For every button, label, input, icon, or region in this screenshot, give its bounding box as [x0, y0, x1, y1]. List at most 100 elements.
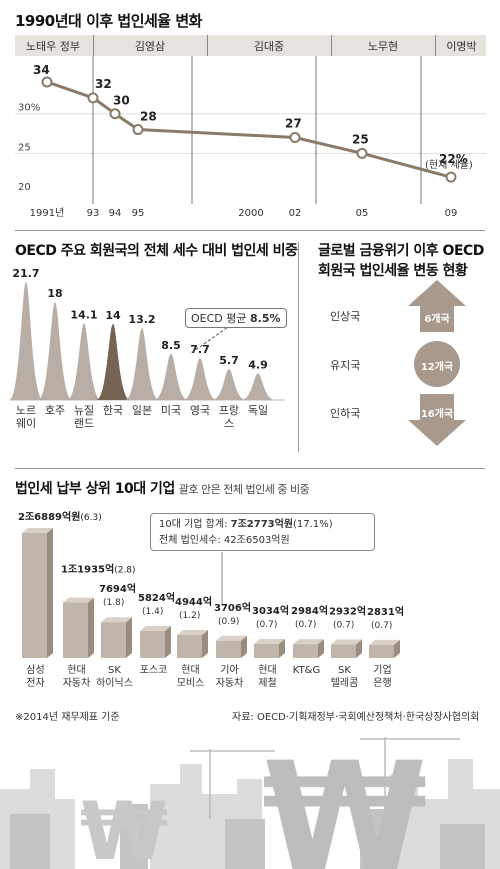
bell-8	[241, 373, 275, 400]
bell-value-labels: 21.7 18 14.1 14 13.2 8.5 7.7 5.7 4.9	[12, 267, 267, 371]
foreground-buildings	[10, 804, 485, 869]
bell-category-label: 노르	[16, 404, 36, 417]
era-label-kim-youngsam: 김영삼	[134, 40, 166, 53]
era-bar: 노태우 정부 김영삼 김대중 노무현 이명박	[15, 35, 486, 56]
construction-cranes	[190, 737, 460, 819]
city-skyline-illustration: ₩ ₩	[0, 731, 500, 869]
bell-category-label: 프랑	[219, 404, 239, 417]
era-label-roh-taewoo: 노태우 정부	[25, 40, 81, 53]
bell-7	[212, 369, 246, 400]
tax-rate-point	[87, 92, 99, 104]
bell-category-label: 웨이	[16, 417, 36, 430]
company-bar-top	[22, 528, 53, 533]
rate-change-arrows	[408, 280, 466, 446]
bell-value-label: 5.7	[219, 354, 239, 367]
company-share-label: (0.7)	[256, 620, 277, 630]
company-share-label: (0.7)	[333, 620, 354, 630]
era-separator	[207, 35, 208, 56]
bell-value-label: 4.9	[248, 358, 268, 371]
tax-rate-point	[289, 131, 301, 143]
company-bar-top	[254, 638, 285, 644]
era-separator	[93, 35, 94, 56]
increase-arrow-icon	[408, 280, 466, 332]
company-bar	[293, 644, 318, 658]
company-category-line: 자동차	[215, 678, 244, 689]
footnote: ※2014년 재무제표 기준	[15, 712, 120, 723]
current-rate-note: (현재 세율)	[425, 160, 473, 171]
company-category-line: SK	[108, 665, 121, 676]
company-bar	[140, 630, 165, 658]
company-bar	[22, 533, 47, 658]
bell-category-label: 영국	[190, 404, 210, 417]
panel3-title-line2: 회원국 법인세율 변동 현황	[318, 263, 468, 279]
company-share-label: (0.9)	[218, 617, 239, 627]
company-value-label: 3706억	[214, 602, 251, 614]
x-tick-label: 02	[289, 208, 302, 219]
company-category-label: 현대 모비스	[169, 664, 212, 690]
company-bar-top	[216, 635, 247, 641]
increase-label: 인상국	[330, 310, 361, 323]
tax-rate-label: 25	[352, 132, 369, 146]
bell-category-label: 미국	[161, 404, 181, 417]
company-category-label: KT&G	[285, 664, 328, 677]
company-bar-top	[101, 617, 132, 623]
summary-line1-value: 7조2773억원	[230, 519, 294, 530]
company-category-line: 삼성	[26, 665, 45, 676]
company-bar-top	[293, 639, 324, 645]
source-note: 자료: OECD·기획재정부·국회예산정책처·한국상장사협의회	[232, 712, 480, 723]
company-bar-side	[318, 639, 324, 658]
line-chart-x-tick-labels: 1991년 93 94 95 2000 02 05 09	[30, 207, 458, 219]
tax-rate-label: 32	[95, 77, 112, 91]
bell-3	[96, 323, 130, 400]
company-value-label: 2984억	[291, 605, 328, 617]
company-category-line: 전자	[26, 678, 45, 689]
era-separator	[435, 35, 436, 56]
tax-rate-label: 34	[33, 63, 50, 77]
company-category-line: 현대	[258, 665, 277, 676]
tax-rate-label: 22%	[439, 152, 468, 166]
company-category-label: SK 하이닉스	[93, 664, 136, 690]
bell-value-label: 14.1	[70, 308, 97, 321]
decrease-arrow-icon	[408, 394, 466, 446]
bell-5	[154, 353, 188, 400]
company-category-line: 포스코	[139, 665, 168, 676]
company-value-label: 2932억	[329, 605, 366, 617]
company-category-line: 은행	[373, 678, 392, 689]
company-category-line: 제철	[258, 678, 277, 689]
company-bar-side	[126, 617, 132, 658]
company-bar-side	[394, 639, 400, 658]
company-value-label: 5824억	[138, 592, 175, 604]
company-value-labels: 2조6889억원(6.3) 1조1935억(2.8) 7694억 (1.8) 5824억…	[18, 510, 404, 631]
bell-category-label: 랜드	[74, 417, 94, 430]
era-separator	[331, 35, 332, 56]
company-category-label: 기아 자동차	[208, 664, 251, 690]
company-category-line: 현대	[181, 665, 200, 676]
y-tick-label: 20	[18, 182, 31, 193]
top10-company-tax-chart: 2조6889억원(6.3) 1조1935억(2.8) 7694억 (1.8) 5824억…	[18, 510, 404, 658]
company-bar	[63, 602, 88, 658]
company-share-label: (0.7)	[295, 620, 316, 630]
company-share-label: (1.2)	[179, 611, 200, 621]
company-bar	[101, 622, 126, 658]
oecd-average-value: 8.5%	[250, 312, 281, 325]
tax-rate-point	[109, 108, 121, 120]
decrease-count: 16개국	[420, 409, 454, 420]
summary-line2: 전체 법인세수: 42조6503억원	[159, 535, 290, 546]
company-category-label: SK 텔레콤	[323, 664, 366, 690]
company-value-label: 7694억	[99, 583, 136, 595]
company-bar-top	[63, 597, 94, 603]
company-value-label: 1조1935억(2.8)	[61, 564, 136, 576]
y-tick-label: 30%	[18, 103, 40, 114]
company-bar	[369, 644, 394, 658]
panel3-title-line1: 글로벌 금융위기 이후 OECD	[318, 243, 484, 259]
bell-value-label: 13.2	[128, 313, 155, 326]
oecd-average-label: OECD 평균 8.5%	[185, 308, 287, 328]
tax-rate-point	[356, 147, 368, 159]
company-value-label: 3034억	[252, 605, 289, 617]
decrease-label: 인하국	[330, 407, 361, 420]
panel1-title: 1990년대 이후 법인세율 변화	[15, 12, 202, 30]
